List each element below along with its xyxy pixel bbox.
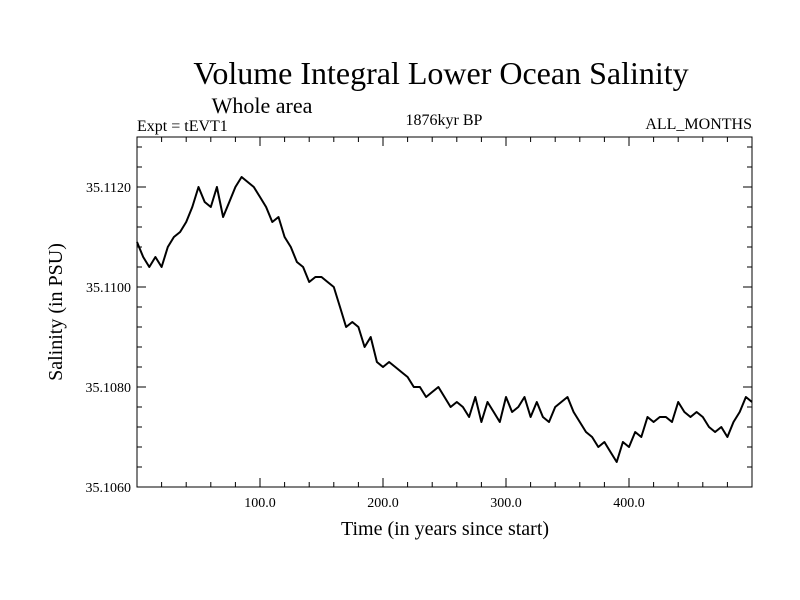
x-tick-label: 200.0 (367, 496, 399, 511)
axis-tick-labels: 100.0 200.0 300.0 400.0 35.1060 35.1080 35.110… (86, 181, 645, 511)
chart-subtitle: Whole area (212, 93, 313, 118)
y-tick-label: 35.1080 (86, 381, 132, 396)
y-axis-label: Salinity (in PSU) (45, 243, 67, 381)
x-tick-label: 400.0 (613, 496, 645, 511)
axis-ticks (137, 137, 752, 487)
y-tick-label: 35.1100 (86, 281, 131, 296)
y-tick-label: 35.1060 (86, 481, 132, 496)
period-label: 1876kyr BP (406, 112, 483, 129)
y-tick-label: 35.1120 (86, 181, 131, 196)
chart-title: Volume Integral Lower Ocean Salinity (193, 55, 688, 91)
experiment-label: Expt = tEVT1 (137, 118, 228, 135)
months-label: ALL_MONTHS (645, 116, 752, 133)
x-axis-label: Time (in years since start) (341, 518, 549, 540)
plot-frame (136, 136, 753, 488)
x-tick-label: 300.0 (490, 496, 522, 511)
x-tick-label: 100.0 (244, 496, 276, 511)
series-line-salinity (136, 176, 753, 463)
